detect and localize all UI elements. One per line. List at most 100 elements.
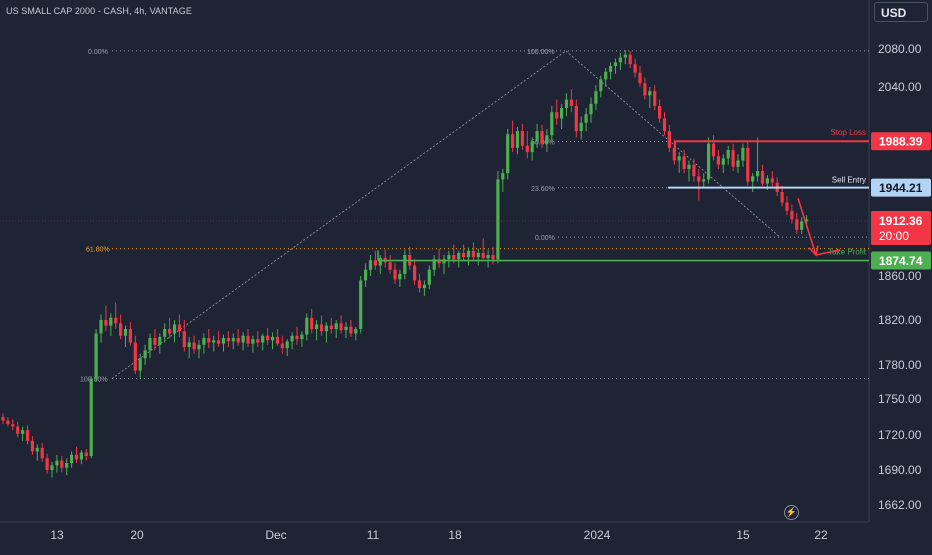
- x-tick-label: 22: [814, 528, 828, 542]
- candle-body: [648, 91, 652, 96]
- candle-body: [393, 269, 397, 280]
- candle-body: [266, 335, 270, 341]
- candle: [682, 150, 686, 174]
- candle: [491, 246, 495, 265]
- candle: [70, 451, 74, 468]
- candle-body: [168, 329, 172, 334]
- candle: [35, 444, 39, 461]
- candle-body: [246, 335, 250, 344]
- candle: [168, 317, 172, 338]
- candle-body: [800, 221, 804, 230]
- candle: [295, 326, 299, 345]
- candle: [172, 320, 177, 343]
- fib-right-low-label: 0.00%: [535, 235, 555, 242]
- candle: [256, 331, 260, 347]
- candle-body: [604, 71, 608, 80]
- candle: [182, 320, 186, 352]
- candle-body: [633, 64, 637, 73]
- candle: [633, 58, 637, 78]
- candle-body: [751, 176, 755, 182]
- y-tick-label: 1860.00: [878, 269, 922, 283]
- candle: [618, 52, 622, 70]
- candle: [447, 250, 451, 268]
- candle: [275, 329, 279, 346]
- candle-body: [765, 178, 769, 184]
- candle-body: [50, 465, 54, 470]
- sell-entry-price-badge-bg: [871, 178, 931, 197]
- fib-left-high-label: 0.00%: [88, 49, 108, 56]
- candle: [221, 334, 226, 352]
- candle-body: [780, 192, 784, 203]
- candle: [716, 150, 720, 169]
- candle: [388, 255, 392, 274]
- candle: [285, 339, 289, 356]
- candle-body: [403, 255, 407, 274]
- candle: [731, 143, 735, 171]
- candle: [525, 131, 529, 159]
- candle: [364, 263, 368, 287]
- candle: [770, 171, 774, 188]
- fib-left-retrace-label: 61.80%: [86, 247, 110, 254]
- sell-entry-price-badge-text: 1944.21: [879, 181, 923, 195]
- candle: [197, 340, 201, 359]
- candle: [40, 443, 44, 462]
- candle: [74, 446, 79, 463]
- candle-body: [270, 336, 275, 341]
- candle-body: [530, 141, 534, 153]
- candle: [280, 335, 284, 354]
- x-tick-label: 15: [736, 528, 750, 542]
- time-axis[interactable]: 13 20 Dec 11 18 2024 15 22: [50, 528, 828, 542]
- candle: [25, 425, 30, 445]
- candle: [50, 461, 54, 478]
- candle-body: [202, 338, 206, 345]
- candle-body: [501, 173, 505, 180]
- candle: [550, 105, 554, 142]
- candle: [520, 123, 524, 150]
- price-axis[interactable]: 2080.00 2040.00 1860.00 1820.00 1780.00 1750.…: [878, 42, 922, 512]
- candle: [741, 143, 745, 167]
- candle: [795, 213, 799, 234]
- candle-body: [187, 342, 191, 347]
- candle: [751, 173, 755, 192]
- candle-body: [564, 99, 569, 108]
- candle: [569, 89, 573, 113]
- candle-body: [462, 252, 466, 258]
- candles-layer: [1, 49, 809, 478]
- candle-body: [760, 171, 765, 184]
- y-tick-label: 1662.00: [878, 498, 922, 512]
- candle: [119, 314, 123, 340]
- candle: [315, 320, 319, 341]
- last-price-badge-text: 1912.36: [879, 214, 923, 228]
- last-price-badge-bg: [871, 211, 931, 246]
- candle-body: [741, 147, 745, 161]
- candle: [702, 173, 706, 188]
- currency-selector[interactable]: USD: [874, 2, 928, 22]
- candle-body: [466, 250, 471, 258]
- candle: [697, 168, 701, 201]
- candle-body: [285, 341, 289, 349]
- candle-body: [212, 340, 216, 343]
- candle-body: [300, 334, 304, 340]
- candle-body: [324, 325, 328, 332]
- candle: [511, 120, 515, 153]
- x-tick-label: 2024: [584, 528, 611, 542]
- candle: [55, 454, 59, 473]
- candle-body: [182, 331, 186, 347]
- lightning-icon[interactable]: ⚡: [784, 505, 799, 520]
- take-profit-label: Take Profit: [828, 248, 867, 257]
- candle: [476, 248, 480, 266]
- candle: [128, 322, 132, 346]
- candle-body: [589, 103, 593, 115]
- sell-entry-label: Sell Entry: [832, 176, 866, 185]
- candle: [84, 449, 88, 461]
- candle: [584, 108, 588, 132]
- candle: [104, 305, 108, 332]
- candle-body: [334, 323, 338, 329]
- candle-body: [354, 329, 358, 334]
- candle-body: [16, 426, 20, 434]
- candle-body: [486, 255, 490, 259]
